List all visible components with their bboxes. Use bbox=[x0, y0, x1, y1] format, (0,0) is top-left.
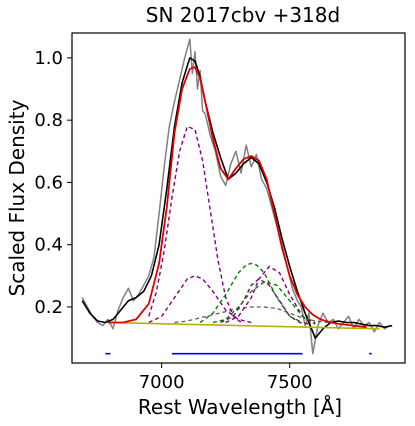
plot-area bbox=[81, 38, 393, 355]
smoothed-line-1 bbox=[81, 57, 393, 339]
purple-line-4 bbox=[225, 265, 316, 325]
continuum-line-1 bbox=[107, 321, 380, 330]
chart-title: SN 2017cbv +318d bbox=[146, 3, 340, 27]
gray-component-line-1 bbox=[174, 306, 329, 324]
green-line-2 bbox=[212, 281, 316, 324]
observed-line-1 bbox=[81, 38, 390, 355]
y-axis-label: Scaled Flux Density bbox=[5, 99, 29, 296]
y-tick-label: 0.8 bbox=[34, 110, 63, 131]
y-tick-label: 0.6 bbox=[34, 172, 63, 193]
y-tick-label: 0.2 bbox=[34, 297, 63, 318]
axis-ticks: 7000 7500 0.2 0.4 0.6 0.8 1.0 bbox=[34, 48, 312, 393]
x-axis-label: Rest Wavelength [Å] bbox=[138, 395, 342, 419]
x-tick-label: 7000 bbox=[139, 372, 185, 393]
purple-line-1 bbox=[148, 125, 242, 324]
plot-frame bbox=[71, 32, 406, 364]
green-line-1 bbox=[199, 262, 303, 324]
purple-line-2 bbox=[148, 275, 252, 324]
y-tick-label: 1.0 bbox=[34, 48, 63, 69]
x-tick-label: 7500 bbox=[267, 372, 313, 393]
total-fit-line-1 bbox=[107, 66, 367, 329]
y-tick-label: 0.4 bbox=[34, 235, 63, 256]
